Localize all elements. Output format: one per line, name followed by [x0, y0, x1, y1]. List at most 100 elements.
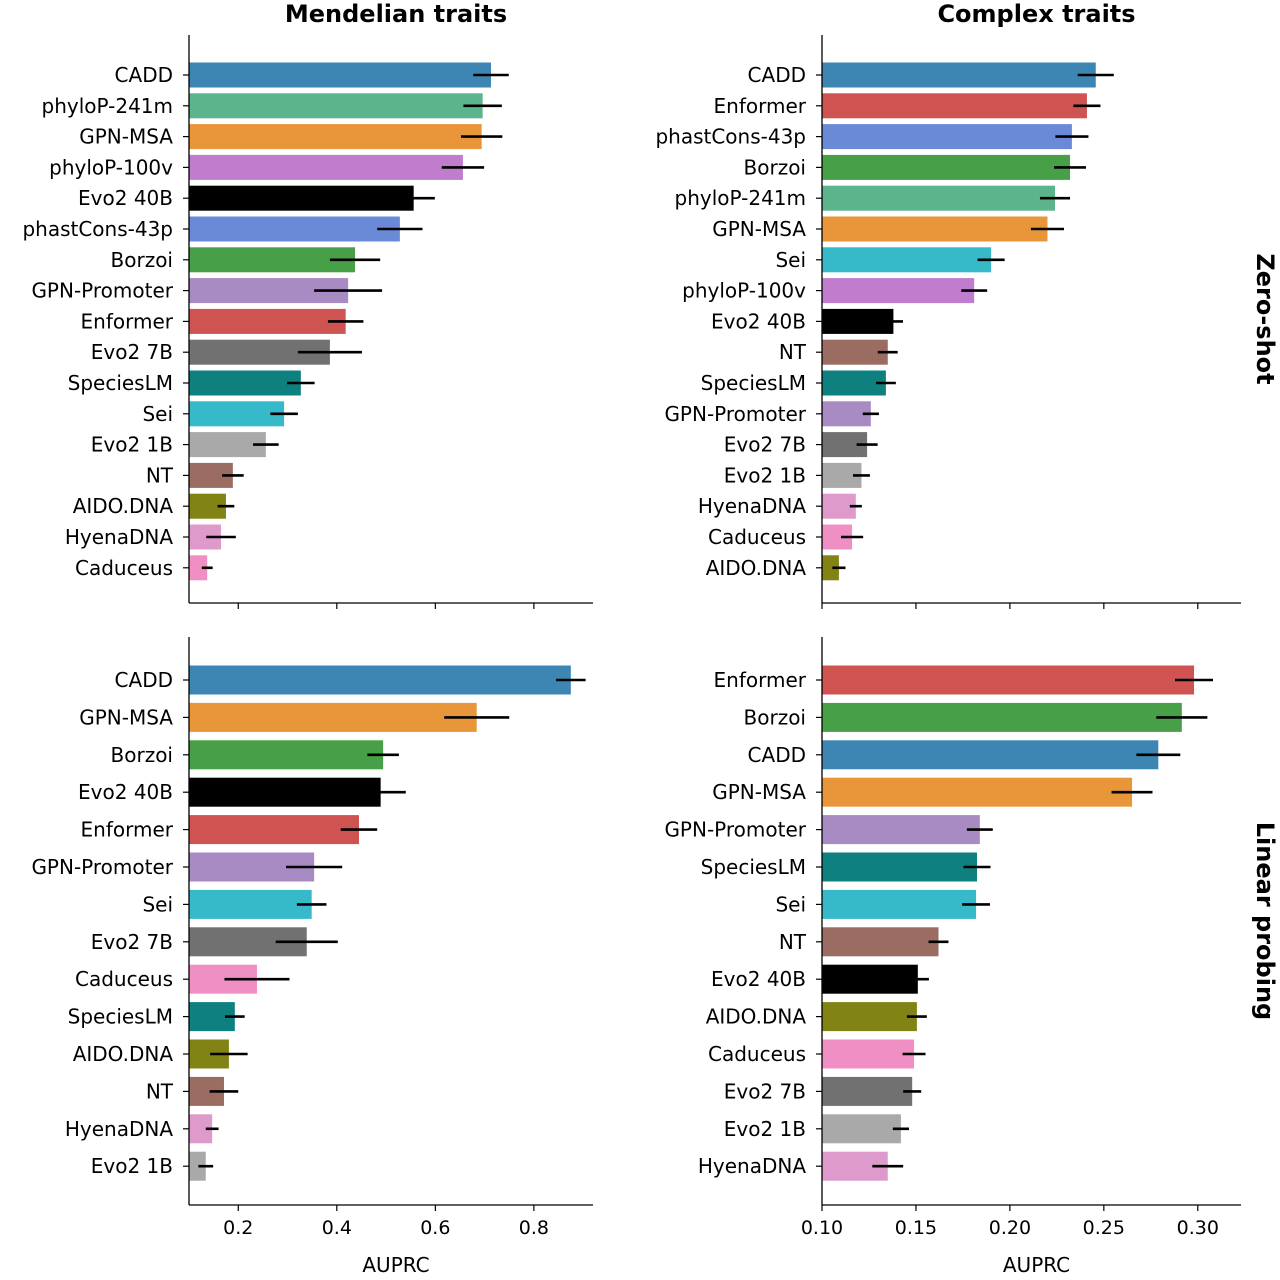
bar-phylop-100v [822, 278, 975, 304]
bar-evo2-40b [189, 185, 414, 211]
category-label: NT [779, 340, 807, 364]
category-label: Borzoi [111, 743, 173, 767]
category-label: phastCons-43p [655, 125, 806, 149]
bar-gpn-promoter [822, 815, 980, 845]
category-label: CADD [748, 63, 806, 87]
x-tick-label: 0.4 [322, 1217, 352, 1239]
bar-borzoi [189, 247, 356, 273]
category-label: GPN-Promoter [31, 279, 173, 303]
bar-phylop-241m [822, 185, 1055, 211]
category-label: Borzoi [744, 155, 806, 179]
bar-nt [822, 339, 888, 365]
category-label: Enformer [714, 94, 807, 118]
bar-sei [189, 889, 312, 919]
category-label: GPN-MSA [79, 705, 173, 729]
category-label: AIDO.DNA [706, 1005, 807, 1029]
category-label: GPN-Promoter [664, 402, 806, 426]
bar-gpn-msa [822, 777, 1133, 807]
bar-enformer [822, 665, 1195, 695]
category-label: HyenaDNA [65, 525, 173, 549]
category-label: phyloP-100v [682, 279, 806, 303]
bar-evo2-7b [822, 1076, 913, 1106]
category-label: Evo2 40B [78, 186, 173, 210]
bar-aido-dna [822, 1002, 917, 1032]
category-label: HyenaDNA [698, 1154, 806, 1178]
category-label: Evo2 7B [91, 340, 173, 364]
category-label: Evo2 1B [724, 463, 806, 487]
category-label: GPN-MSA [712, 780, 806, 804]
category-label: Caduceus [708, 525, 806, 549]
bar-phylop-241m [189, 93, 483, 119]
category-label: GPN-Promoter [31, 855, 173, 879]
category-label: NT [779, 930, 807, 954]
bar-cadd [822, 62, 1096, 88]
category-label: Borzoi [111, 248, 173, 272]
category-label: Sei [142, 892, 173, 916]
bar-sei [189, 401, 285, 427]
category-label: CADD [748, 743, 806, 767]
bar-aido-dna [822, 555, 839, 581]
category-label: Evo2 7B [724, 1079, 806, 1103]
x-tick-label: 0.30 [1177, 1217, 1219, 1239]
bar-phylop-100v [189, 154, 463, 180]
category-label: SpeciesLM [701, 855, 806, 879]
category-label: AIDO.DNA [706, 556, 807, 580]
x-tick-label: 0.25 [1083, 1217, 1125, 1239]
category-label: NT [146, 463, 174, 487]
category-label: phastCons-43p [22, 217, 173, 241]
category-label: GPN-Promoter [664, 818, 806, 842]
category-label: Caduceus [708, 1042, 806, 1066]
bar-enformer [189, 308, 346, 334]
bar-evo2-1b [822, 1114, 901, 1144]
bar-borzoi [189, 740, 384, 770]
category-label: phyloP-241m [675, 186, 807, 210]
x-tick-label: 0.15 [895, 1217, 937, 1239]
category-label: Evo2 1B [91, 1154, 173, 1178]
bar-caduceus [822, 1039, 915, 1069]
category-label: SpeciesLM [68, 371, 173, 395]
category-label: Sei [775, 892, 806, 916]
bar-phastcons-43p [822, 124, 1072, 150]
category-label: phyloP-241m [42, 94, 174, 118]
bar-evo2-40b [822, 308, 894, 334]
bar-gpn-promoter [822, 401, 871, 427]
bar-cadd [189, 62, 492, 88]
category-label: SpeciesLM [701, 371, 806, 395]
category-label: Evo2 40B [78, 780, 173, 804]
row-label: Linear probing [1251, 822, 1279, 1020]
category-label: Enformer [81, 818, 174, 842]
category-label: HyenaDNA [698, 494, 806, 518]
category-label: Caduceus [75, 967, 173, 991]
category-label: CADD [115, 63, 173, 87]
category-label: NT [146, 1079, 174, 1103]
category-label: Enformer [81, 309, 174, 333]
x-tick-label: 0.6 [420, 1217, 450, 1239]
category-label: GPN-MSA [79, 125, 173, 149]
bar-nt [822, 927, 939, 957]
bar-sei [822, 247, 992, 273]
x-tick-label: 0.8 [519, 1217, 549, 1239]
bar-gpn-msa [189, 124, 482, 150]
bar-borzoi [822, 702, 1182, 732]
category-label: Caduceus [75, 556, 173, 580]
bar-enformer [189, 815, 359, 845]
panel-title: Complex traits [937, 0, 1135, 28]
bar-evo2-40b [822, 964, 918, 994]
x-tick-label: 0.2 [223, 1217, 253, 1239]
category-label: Evo2 40B [711, 967, 806, 991]
category-label: Evo2 1B [91, 433, 173, 457]
category-label: Sei [775, 248, 806, 272]
bar-evo2-40b [189, 777, 381, 807]
category-label: HyenaDNA [65, 1117, 173, 1141]
category-label: Evo2 7B [724, 433, 806, 457]
bar-enformer [822, 93, 1087, 119]
panel-title: Mendelian traits [285, 0, 507, 28]
bar-phastcons-43p [189, 216, 400, 242]
category-label: Evo2 1B [724, 1117, 806, 1141]
category-label: Enformer [714, 668, 807, 692]
bar-specieslm [822, 852, 978, 882]
bar-specieslm [189, 370, 301, 396]
bar-evo2-1b [189, 1151, 206, 1181]
bar-sei [822, 889, 977, 919]
